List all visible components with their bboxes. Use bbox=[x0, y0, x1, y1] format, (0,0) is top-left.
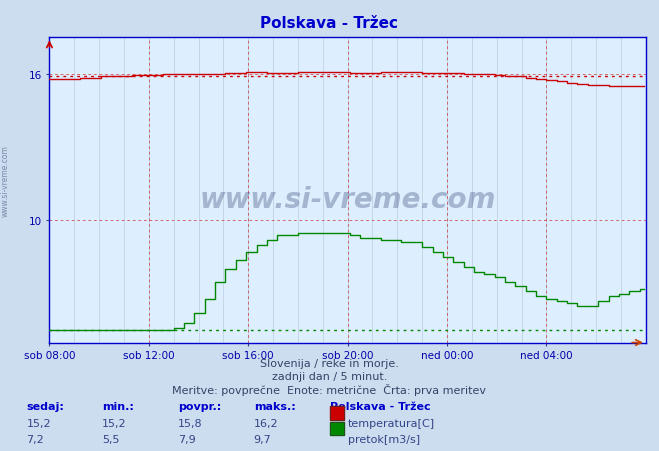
Text: 5,5: 5,5 bbox=[102, 434, 120, 444]
Text: povpr.:: povpr.: bbox=[178, 401, 221, 411]
Text: Polskava - Tržec: Polskava - Tržec bbox=[260, 16, 399, 31]
Text: 15,2: 15,2 bbox=[26, 419, 51, 428]
Text: www.si-vreme.com: www.si-vreme.com bbox=[200, 186, 496, 214]
Text: 16,2: 16,2 bbox=[254, 419, 278, 428]
Text: maks.:: maks.: bbox=[254, 401, 295, 411]
Text: www.si-vreme.com: www.si-vreme.com bbox=[1, 144, 10, 216]
Text: 7,9: 7,9 bbox=[178, 434, 196, 444]
Text: temperatura[C]: temperatura[C] bbox=[348, 419, 435, 428]
Text: 15,8: 15,8 bbox=[178, 419, 202, 428]
Text: zadnji dan / 5 minut.: zadnji dan / 5 minut. bbox=[272, 371, 387, 381]
Text: 7,2: 7,2 bbox=[26, 434, 44, 444]
Text: 9,7: 9,7 bbox=[254, 434, 272, 444]
Text: 15,2: 15,2 bbox=[102, 419, 127, 428]
Text: Meritve: povprečne  Enote: metrične  Črta: prva meritev: Meritve: povprečne Enote: metrične Črta:… bbox=[173, 383, 486, 395]
Text: Polskava - Tržec: Polskava - Tržec bbox=[330, 401, 430, 411]
Text: min.:: min.: bbox=[102, 401, 134, 411]
Text: pretok[m3/s]: pretok[m3/s] bbox=[348, 434, 420, 444]
Text: Slovenija / reke in morje.: Slovenija / reke in morje. bbox=[260, 359, 399, 368]
Text: sedaj:: sedaj: bbox=[26, 401, 64, 411]
